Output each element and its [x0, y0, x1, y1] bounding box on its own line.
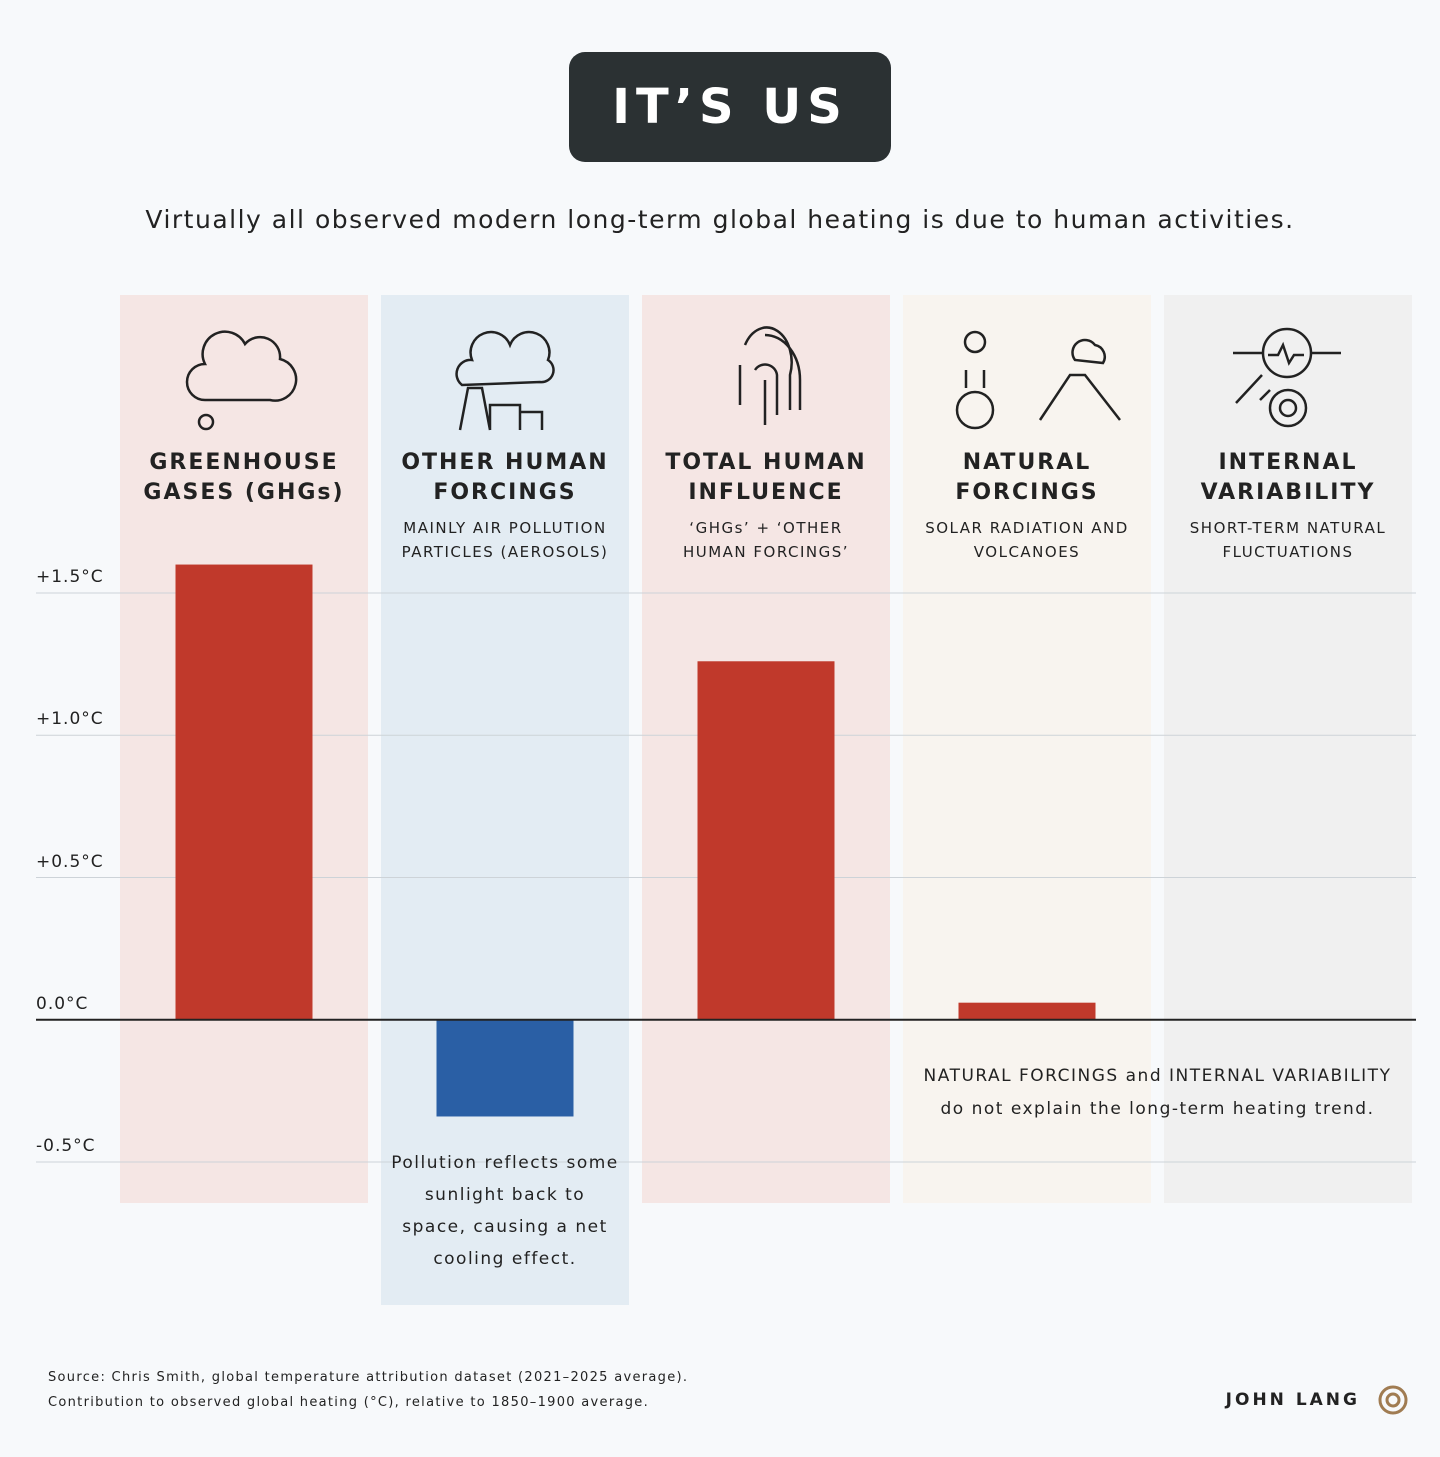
column-background	[381, 295, 629, 1305]
annotation: Pollution reflects some sunlight back to…	[391, 1153, 619, 1269]
y-tick-label: +0.5°C	[36, 851, 104, 872]
category-note: MAINLY AIR POLLUTION PARTICLES (AEROSOLS…	[401, 519, 609, 561]
category-note: SOLAR RADIATION AND VOLCANOES	[925, 519, 1129, 561]
sun-volcano-icon	[955, 330, 1121, 430]
title: IT’S US	[569, 52, 891, 162]
y-tick-label: +1.5°C	[36, 567, 104, 587]
bar	[175, 564, 313, 1020]
bar	[958, 1002, 1096, 1020]
logo	[1378, 1385, 1408, 1415]
category-note: SHORT-TERM NATURAL FLUCTUATIONS	[1189, 519, 1387, 561]
category-label: INTERNAL VARIABILITY	[1200, 450, 1376, 505]
category-label: OTHER HUMAN FORCINGS	[401, 450, 609, 505]
y-tick-label: +1.0°C	[36, 709, 104, 730]
fingerprint-icon	[738, 326, 802, 425]
source: Source: Chris Smith, global temperature …	[48, 1370, 689, 1385]
category-label: GREENHOUSE GASES (GHGs)	[143, 450, 345, 505]
y-tick-label: -0.5°C	[36, 1136, 96, 1156]
subtitle: Virtually all observed modern long-term …	[145, 205, 1295, 234]
y-tick-label: 0.0°C	[36, 993, 89, 1014]
factory-icon	[455, 330, 555, 431]
category-label: NATURAL FORCINGS	[955, 450, 1099, 505]
icons	[185, 326, 1341, 431]
annotation: NATURAL FORCINGS and INTERNAL VARIABILIT…	[923, 1066, 1392, 1119]
column-background	[903, 295, 1151, 1203]
category-label: TOTAL HUMAN INFLUENCE	[665, 450, 867, 505]
category-note: ‘GHGs’ + ‘OTHER HUMAN FORCINGS’	[682, 519, 850, 561]
credit: JOHN LANG	[1225, 1390, 1360, 1410]
bar	[697, 661, 835, 1020]
variability-icon	[1233, 327, 1341, 428]
source: Contribution to observed global heating …	[48, 1395, 650, 1410]
bar	[436, 1019, 574, 1117]
co2-icon	[185, 330, 298, 431]
column-background	[1164, 295, 1412, 1203]
